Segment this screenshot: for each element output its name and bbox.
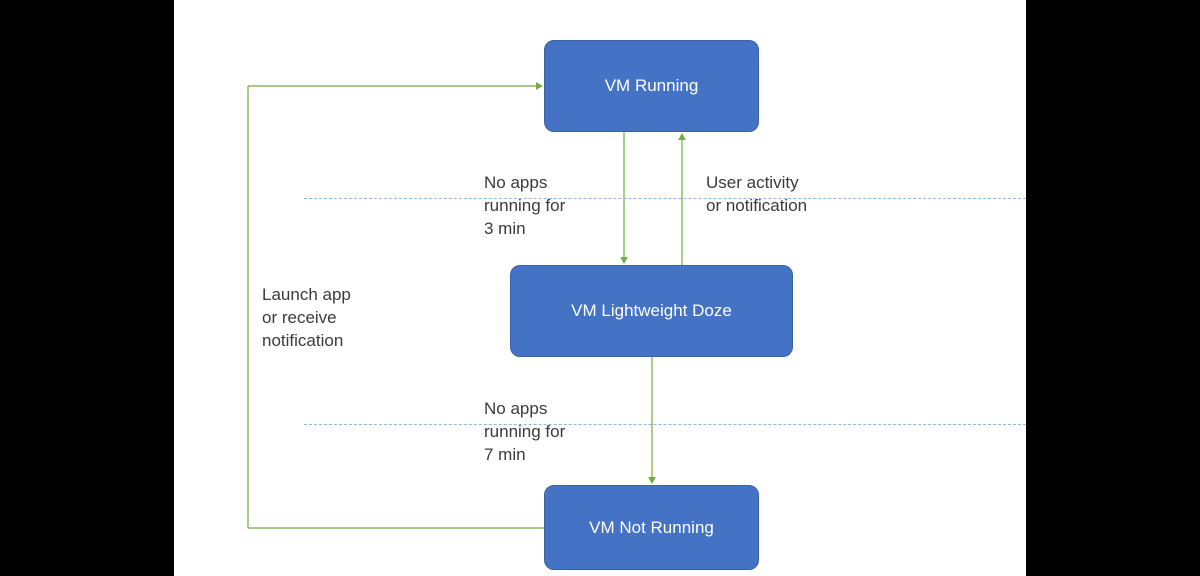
edge-label-return: Launch app or receive notification bbox=[262, 284, 351, 353]
node-label: VM Not Running bbox=[589, 518, 714, 538]
section-divider bbox=[304, 424, 1026, 425]
node-vm-not-running: VM Not Running bbox=[544, 485, 759, 570]
node-label: VM Running bbox=[605, 76, 699, 96]
diagram-canvas: VM Running VM Lightweight Doze VM Not Ru… bbox=[174, 0, 1026, 576]
edge-label-to-notrun: No apps running for 7 min bbox=[484, 398, 565, 467]
node-vm-running: VM Running bbox=[544, 40, 759, 132]
edge-label-to-running: User activity or notification bbox=[706, 172, 807, 218]
node-label: VM Lightweight Doze bbox=[571, 301, 732, 321]
edge-label-to-doze: No apps running for 3 min bbox=[484, 172, 565, 241]
node-vm-lightweight-doze: VM Lightweight Doze bbox=[510, 265, 793, 357]
section-divider bbox=[304, 198, 1026, 199]
